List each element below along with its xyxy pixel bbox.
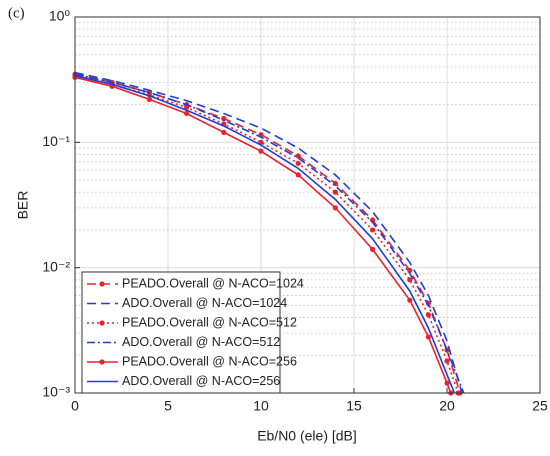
x-tick-label: 5 (164, 398, 172, 414)
legend-label: ADO.Overall @ N-ACO=256 (122, 374, 280, 388)
data-point (370, 246, 376, 252)
plot-frame (74, 16, 541, 394)
data-point (258, 148, 264, 154)
y-axis-label: BER (15, 191, 31, 220)
data-point (221, 129, 227, 136)
legend-label: PEADO.Overall @ N-ACO=256 (122, 354, 297, 368)
data-point (184, 104, 190, 110)
legend-label: ADO.Overall @ N-ACO=512 (122, 335, 280, 349)
data-point (332, 205, 338, 211)
legend-box (81, 271, 281, 394)
legend: PEADO.Overall @ N-ACO=1024 ADO.Overall @ … (81, 271, 304, 394)
data-point (332, 189, 338, 195)
x-tick-label: 0 (71, 398, 79, 414)
data-point (425, 312, 431, 318)
data-point (146, 96, 152, 103)
data-point (425, 334, 431, 340)
y-tick-label: 10⁰ (49, 8, 71, 24)
x-tick-label: 10 (253, 398, 269, 414)
legend-label: ADO.Overall @ N-ACO=1024 (122, 296, 287, 310)
data-point (295, 172, 301, 178)
legend-label: PEADO.Overall @ N-ACO=1024 (122, 276, 304, 290)
series-line (74, 73, 465, 394)
y-tick-label: 10⁻² (42, 258, 70, 274)
data-point (407, 277, 413, 283)
series-line (74, 71, 463, 394)
data-point (295, 153, 301, 159)
data-point (444, 380, 450, 386)
series-line (74, 74, 456, 394)
data-point (444, 358, 450, 364)
x-tick-label: 15 (346, 398, 362, 414)
chart-title: (c) (8, 5, 25, 21)
legend-label: PEADO.Overall @ N-ACO=512 (122, 315, 297, 329)
legend-marker (99, 359, 105, 365)
data-point (295, 160, 301, 166)
data-point (407, 297, 413, 303)
legend-marker (99, 320, 105, 326)
data-point (370, 227, 376, 233)
y-tick-label: 10⁻³ (42, 384, 70, 400)
legend-marker (99, 281, 105, 287)
x-tick-label: 25 (532, 398, 548, 414)
data-point (221, 115, 227, 122)
x-tick-label: 20 (439, 398, 455, 414)
data-point (184, 110, 190, 117)
x-axis-label: Eb/N0 (ele) [dB] (257, 428, 357, 444)
data-point (407, 267, 413, 274)
y-tick-label: 10⁻¹ (42, 133, 70, 149)
